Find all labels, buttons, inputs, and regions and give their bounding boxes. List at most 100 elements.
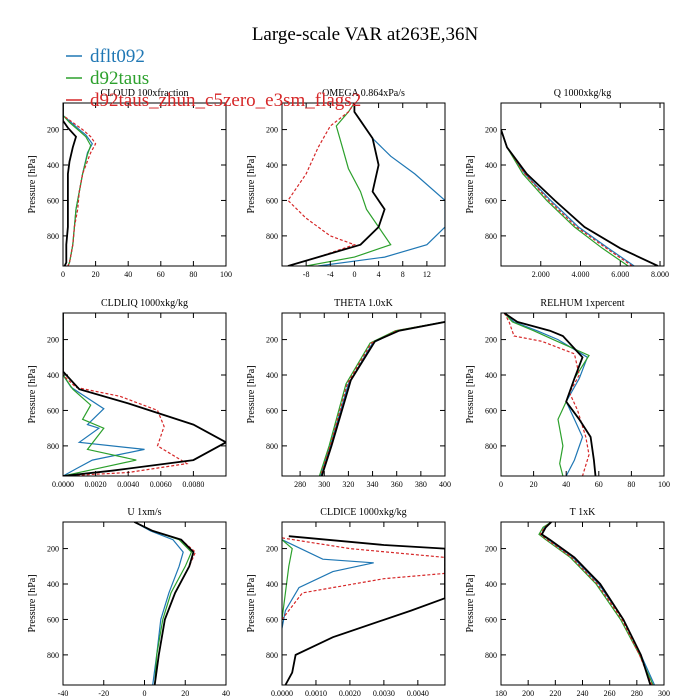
x-tick-label: 80 xyxy=(189,270,197,279)
y-tick-label: 400 xyxy=(485,371,497,380)
x-tick-label: 320 xyxy=(342,480,354,489)
legend-label: dflt092 xyxy=(90,46,145,67)
panel-omega: -8 -4 0 4 8 12 200 400 600 800 OMEGA 0.864xPa/s Pre… xyxy=(246,88,446,279)
x-tick-label: 280 xyxy=(631,689,643,698)
series-line-d92taus xyxy=(134,522,193,685)
y-tick-label: 600 xyxy=(485,196,497,205)
series-line-control xyxy=(284,535,445,685)
x-tick-label: 20 xyxy=(92,270,100,279)
series-line-d92taus-zhun-c5zero-e3sm-flags2 xyxy=(539,522,653,685)
panel-title: CLOUD 100xfraction xyxy=(100,88,188,99)
y-tick-label: 600 xyxy=(47,196,59,205)
series-line-d92taus-zhun-c5zero-e3sm-flags2 xyxy=(63,313,189,476)
legend: dflt092d92tausd92taus_zhun_c5zero_e3sm_f… xyxy=(66,46,361,111)
series-line-d92taus xyxy=(63,313,137,476)
x-tick-label: 8.000 xyxy=(651,270,669,279)
x-tick-label: 60 xyxy=(595,480,603,489)
y-tick-label: 400 xyxy=(266,371,278,380)
plot-frame xyxy=(62,102,227,267)
panel-title: CLDLIQ 1000xkg/kg xyxy=(101,298,188,309)
x-tick-label: 180 xyxy=(495,689,507,698)
legend-label: d92taus xyxy=(90,68,149,89)
x-tick-label: 20 xyxy=(181,689,189,698)
x-tick-label: 0 xyxy=(352,270,356,279)
panel-cldliq: 0.0000 0.0020 0.0040 0.0060 0.0080 200 400 600 8… xyxy=(27,298,227,489)
plot-frame xyxy=(500,312,665,477)
plot-frame xyxy=(500,102,665,267)
y-tick-label: 600 xyxy=(485,406,497,415)
series-line-control xyxy=(287,103,386,266)
series-line-d92taus-zhun-c5zero-e3sm-flags2 xyxy=(503,313,590,476)
series-line-control xyxy=(63,103,78,266)
x-tick-label: 0 xyxy=(499,480,503,489)
y-tick-label: 400 xyxy=(47,161,59,170)
panel-title: THETA 1.0xK xyxy=(334,298,393,309)
x-tick-label: 280 xyxy=(294,480,306,489)
y-axis-label: Pressure [hPa] xyxy=(27,155,38,213)
y-tick-label: 400 xyxy=(485,161,497,170)
x-tick-label: 200 xyxy=(522,689,534,698)
x-tick-label: 0.0010 xyxy=(305,689,327,698)
y-tick-label: 600 xyxy=(485,615,497,624)
series-line-d92taus xyxy=(501,129,629,266)
y-tick-label: 200 xyxy=(485,545,497,554)
x-tick-label: 2.000 xyxy=(532,270,550,279)
x-tick-label: 0.0040 xyxy=(407,689,429,698)
x-tick-label: 0.0020 xyxy=(339,689,361,698)
y-tick-label: 600 xyxy=(47,406,59,415)
x-tick-label: 220 xyxy=(549,689,561,698)
series-line-dflt092 xyxy=(282,539,374,629)
y-axis-label: Pressure [hPa] xyxy=(246,574,257,632)
panel-theta: 280 300 320 340 360 380 400 200 400 600 800 THETA 1… xyxy=(246,298,451,489)
series-line-d92taus-zhun-c5zero-e3sm-flags2 xyxy=(287,103,357,266)
series-line-d92taus-zhun-c5zero-e3sm-flags2 xyxy=(320,321,445,476)
series-line-d92taus-zhun-c5zero-e3sm-flags2 xyxy=(501,129,633,266)
x-tick-label: 100 xyxy=(658,480,670,489)
x-tick-label: 20 xyxy=(530,480,538,489)
x-tick-label: -8 xyxy=(303,270,310,279)
series-line-d92taus xyxy=(305,103,392,266)
y-tick-label: 200 xyxy=(266,126,278,135)
series-line-d92taus xyxy=(503,313,590,476)
y-tick-label: 600 xyxy=(266,406,278,415)
panel-u: -40 -20 0 20 40 200 400 600 800 U 1xm/s Pressure [… xyxy=(27,507,230,698)
x-tick-label: 8 xyxy=(401,270,405,279)
x-tick-label: 0.0060 xyxy=(150,480,172,489)
series-line-control xyxy=(503,313,597,476)
plot-frame xyxy=(281,312,446,477)
x-tick-label: 4 xyxy=(377,270,381,279)
x-tick-label: 80 xyxy=(627,480,635,489)
x-tick-label: 4.000 xyxy=(572,270,590,279)
x-tick-label: 60 xyxy=(157,270,165,279)
y-tick-label: 800 xyxy=(485,651,497,660)
y-tick-label: 800 xyxy=(266,651,278,660)
series-line-dflt092 xyxy=(134,522,184,685)
x-tick-label: 40 xyxy=(124,270,132,279)
y-tick-label: 200 xyxy=(47,545,59,554)
series-line-control xyxy=(133,522,195,685)
plot-frame xyxy=(281,521,446,686)
y-tick-label: 200 xyxy=(266,545,278,554)
x-tick-label: 0 xyxy=(61,270,65,279)
plot-frame xyxy=(62,312,227,477)
y-tick-label: 800 xyxy=(266,232,278,241)
y-tick-label: 200 xyxy=(47,336,59,345)
x-tick-label: 0.0030 xyxy=(373,689,395,698)
legend-item-d92taus-zhun-c5zero-e3sm-flags2: d92taus_zhun_c5zero_e3sm_flags2 xyxy=(66,90,361,111)
panel-relhum: 0 20 40 60 80 100 200 400 600 800 RELHUM 1xpercent… xyxy=(465,298,670,489)
series-line-control xyxy=(540,522,652,685)
y-tick-label: 400 xyxy=(485,580,497,589)
plot-frame xyxy=(281,102,446,267)
x-tick-label: 0.0080 xyxy=(182,480,204,489)
y-axis-label: Pressure [hPa] xyxy=(27,574,38,632)
y-tick-label: 200 xyxy=(266,336,278,345)
x-tick-label: 0.0000 xyxy=(52,480,74,489)
x-tick-label: -20 xyxy=(98,689,109,698)
y-tick-label: 800 xyxy=(485,442,497,451)
x-tick-label: 40 xyxy=(562,480,570,489)
y-tick-label: 600 xyxy=(266,615,278,624)
y-tick-label: 600 xyxy=(266,196,278,205)
y-axis-label: Pressure [hPa] xyxy=(246,155,257,213)
